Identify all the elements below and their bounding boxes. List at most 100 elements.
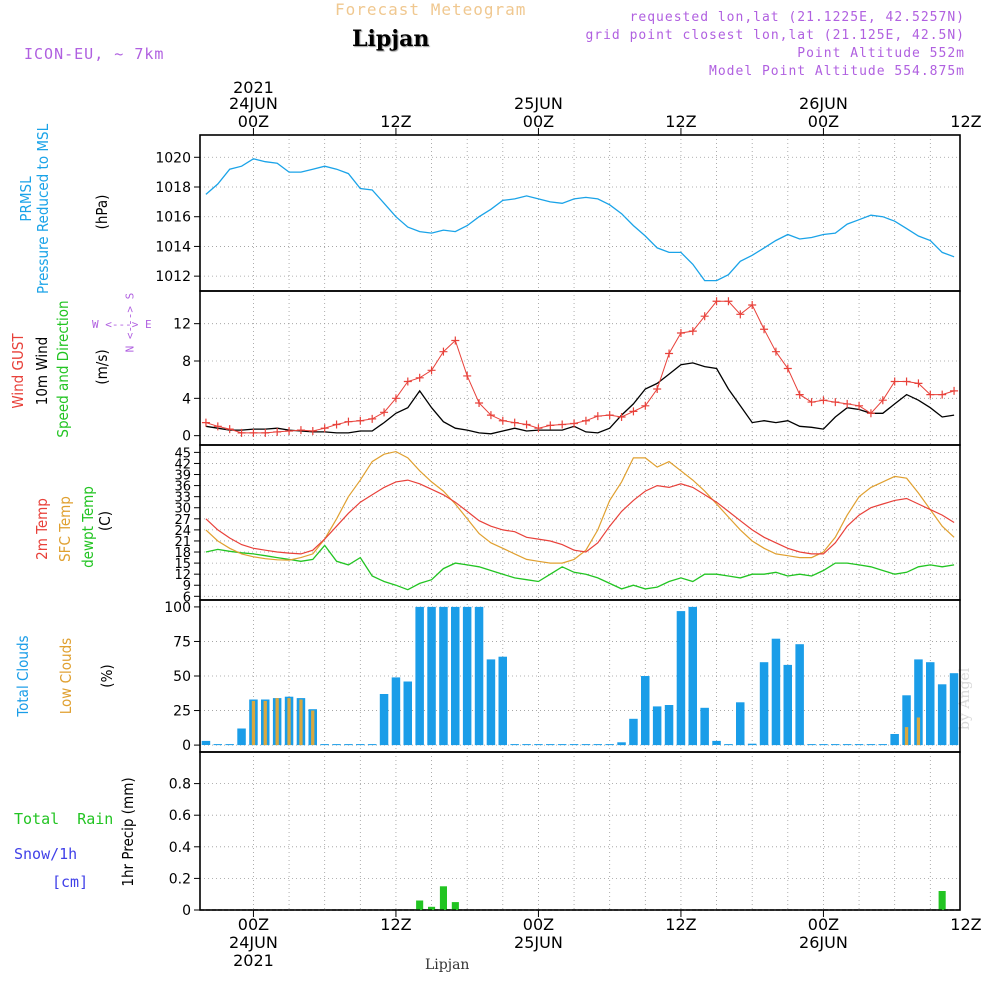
ytick-label: 0 bbox=[182, 903, 191, 919]
location-title: Lipjan bbox=[352, 26, 430, 52]
gust-marker bbox=[356, 416, 365, 425]
total-cloud-bar bbox=[759, 662, 769, 746]
ytick-label: 0.8 bbox=[169, 777, 191, 793]
gust-marker bbox=[368, 414, 377, 423]
ytick-label: 1012 bbox=[155, 269, 191, 285]
total-cloud-bar bbox=[949, 673, 959, 746]
total-cloud-bar bbox=[593, 744, 602, 746]
total-cloud-bar bbox=[522, 744, 531, 746]
pressure-line bbox=[205, 158, 955, 282]
gust-marker bbox=[843, 399, 852, 408]
gust-marker bbox=[261, 428, 270, 437]
gust-marker bbox=[736, 310, 745, 319]
top-hour-label: 00Z bbox=[238, 112, 269, 131]
total-cloud-bar bbox=[926, 662, 935, 746]
ytick-label: 21 bbox=[174, 535, 191, 550]
total-cloud-bar bbox=[664, 705, 674, 746]
ytick-label: 36 bbox=[174, 480, 191, 495]
point-altitude: Point Altitude 552m bbox=[797, 46, 965, 61]
compass-we-label: W <---> E bbox=[92, 318, 152, 331]
rain-bar bbox=[416, 900, 424, 910]
gust-marker bbox=[926, 390, 935, 399]
rain-bar bbox=[428, 906, 436, 910]
ytick-label: 15 bbox=[174, 557, 191, 572]
total-cloud-bar bbox=[332, 744, 341, 746]
gust-marker bbox=[403, 377, 412, 386]
low-cloud-bar bbox=[263, 700, 267, 746]
gust-marker bbox=[795, 390, 804, 399]
ytick-label: 30 bbox=[174, 502, 191, 517]
rain-bar bbox=[938, 891, 946, 910]
bottom-date-label: 24JUN bbox=[229, 933, 278, 952]
gust-marker bbox=[463, 371, 472, 380]
total-cloud-bar bbox=[569, 744, 579, 746]
total-cloud-bar bbox=[557, 744, 567, 746]
ytick-label: 50 bbox=[173, 669, 191, 685]
gust-marker bbox=[451, 336, 460, 345]
gust-marker bbox=[225, 425, 234, 434]
gust-marker bbox=[581, 416, 590, 425]
ytick-label: 0 bbox=[182, 429, 191, 445]
gust-marker bbox=[629, 407, 638, 416]
total-cloud-bar bbox=[795, 644, 804, 746]
gust-marker bbox=[653, 385, 662, 393]
wind10-line bbox=[205, 362, 955, 435]
ytick-label: 0 bbox=[182, 738, 191, 754]
bottom-hour-label: 12Z bbox=[380, 915, 411, 934]
gust-marker bbox=[522, 420, 531, 429]
ytick-label: 12 bbox=[174, 568, 191, 583]
low-cloud-bar bbox=[299, 699, 303, 746]
closest-coords: grid point closest lon,lat (21.125E, 42.… bbox=[585, 28, 965, 43]
total-cloud-bar bbox=[641, 676, 650, 746]
total-cloud-bar bbox=[842, 744, 852, 746]
ytick-label: 1016 bbox=[155, 210, 191, 226]
total-cloud-bar bbox=[546, 744, 555, 746]
rain-bar bbox=[439, 886, 447, 910]
gust-marker bbox=[665, 349, 674, 358]
ytick-label: 42 bbox=[174, 457, 191, 472]
gust-marker bbox=[807, 398, 816, 407]
product-title: Forecast Meteogram bbox=[335, 0, 527, 19]
gust-marker bbox=[380, 408, 389, 417]
gust-marker bbox=[486, 411, 495, 420]
bottom-hour-label: 00Z bbox=[523, 915, 554, 934]
total-cloud-bar bbox=[902, 695, 911, 745]
total-cloud-bar bbox=[474, 606, 484, 746]
gust-marker bbox=[237, 428, 246, 437]
gust-marker bbox=[439, 347, 448, 356]
total-cloud-bar bbox=[676, 611, 686, 746]
panel-frame bbox=[199, 444, 961, 601]
gust-marker bbox=[724, 297, 733, 306]
total-cloud-bar bbox=[605, 744, 614, 746]
low-cloud-bar bbox=[904, 727, 909, 746]
gust-marker bbox=[570, 419, 579, 428]
gust-marker bbox=[593, 412, 602, 421]
model-altitude: Model Point Altitude 554.875m bbox=[709, 64, 965, 79]
total-cloud-bar bbox=[914, 659, 923, 746]
total-cloud-bar bbox=[831, 744, 840, 746]
gust-marker bbox=[475, 399, 484, 407]
gust-marker bbox=[546, 421, 555, 430]
rain-label: Total Rain bbox=[14, 810, 114, 828]
gust-marker bbox=[332, 420, 341, 429]
bottom-date-label: 25JUN bbox=[514, 933, 563, 952]
gust-marker bbox=[391, 394, 400, 403]
low-cloud-bar bbox=[251, 700, 256, 746]
gust-marker bbox=[605, 411, 614, 420]
gust-marker bbox=[855, 401, 864, 410]
bottom-year-label: 2021 bbox=[233, 951, 274, 970]
total-cloud-bar bbox=[890, 734, 899, 746]
gust-marker bbox=[712, 297, 721, 306]
gust-marker bbox=[213, 422, 222, 431]
top-hour-label: 12Z bbox=[380, 112, 411, 131]
gust-marker bbox=[950, 386, 959, 395]
gust-marker bbox=[783, 364, 792, 373]
ytick-label: 0.2 bbox=[169, 871, 191, 887]
gust-marker bbox=[878, 396, 887, 405]
ytick-label: 27 bbox=[174, 513, 191, 528]
low-cloud-bar bbox=[287, 698, 291, 746]
total-cloud-bar bbox=[367, 744, 377, 746]
total-cloud-bar bbox=[462, 606, 472, 746]
low-cloud-bar bbox=[275, 698, 279, 746]
